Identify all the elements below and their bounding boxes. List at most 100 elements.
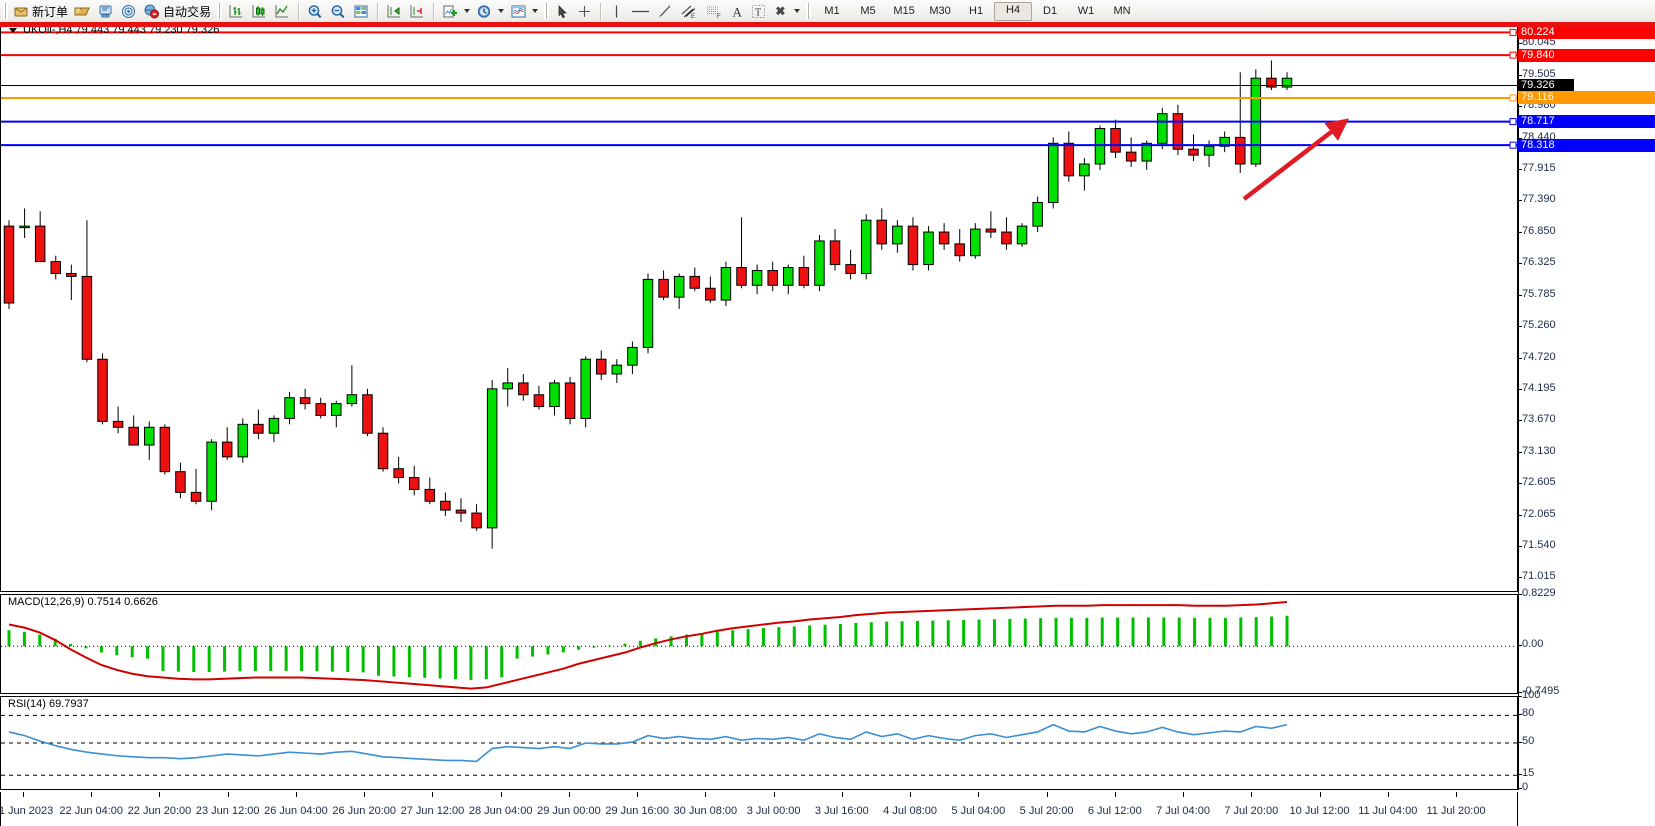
time-tick-label: 29 Jun 00:00	[537, 805, 601, 817]
price-tick-label: 72.065	[1522, 508, 1556, 521]
toolbar-grip-3[interactable]	[544, 3, 550, 19]
chart-shift-button[interactable]	[383, 1, 406, 21]
line-chart-icon	[275, 4, 289, 17]
signals-icon	[122, 4, 136, 18]
chevron-down-icon[interactable]	[464, 9, 471, 13]
time-tick-label: 23 Jun 12:00	[195, 805, 260, 817]
horizontal-line-button[interactable]	[627, 1, 654, 21]
price-label-support-lower[interactable]: 78.318	[1518, 138, 1655, 152]
time-tick-mark	[637, 792, 639, 797]
svg-text:T: T	[755, 7, 761, 18]
time-tick-label: 6 Jul 12:00	[1087, 805, 1142, 817]
time-tick-mark	[1387, 792, 1389, 797]
folder-icon	[74, 7, 90, 15]
timeframe-w1[interactable]: W1	[1077, 4, 1095, 17]
price-tick-mark	[1518, 43, 1522, 44]
time-tick-mark	[1251, 792, 1253, 797]
chart-menu-arrow-icon[interactable]	[9, 28, 17, 33]
toolbar-separator-3	[433, 2, 436, 20]
time-tick-mark	[568, 792, 570, 797]
periods-button[interactable]	[473, 1, 507, 21]
chevron-down-icon-2[interactable]	[498, 9, 505, 13]
bar-chart-icon	[229, 4, 243, 17]
timeframe-h1[interactable]: H1	[969, 4, 984, 17]
templates-button[interactable]	[507, 1, 541, 21]
svg-text:E: E	[691, 14, 695, 19]
fibonacci-button[interactable]: F	[702, 1, 727, 21]
rsi-tick-label: 50	[1522, 735, 1535, 747]
periods-clock-icon	[477, 4, 491, 18]
templates-icon	[511, 5, 526, 17]
price-label-resistance-upper[interactable]: 80.224	[1518, 25, 1655, 39]
time-tick-mark	[1114, 792, 1116, 797]
time-tick-label: 29 Jun 16:00	[605, 805, 669, 817]
rsi-pane[interactable]: RSI(14) 69.7937	[0, 696, 1518, 790]
timeframe-mn[interactable]: MN	[1113, 4, 1131, 17]
fibonacci-icon: F	[707, 6, 721, 19]
new-order-button[interactable]: 新订单	[11, 1, 71, 21]
candlestick-chart-button[interactable]	[248, 1, 271, 21]
text-button[interactable]: A	[727, 1, 748, 21]
text-icon: A	[733, 4, 743, 19]
line-chart-button[interactable]	[271, 1, 294, 21]
price-pane[interactable]: UKOil-,H4 79.443 79.443 79.230 79.326	[0, 22, 1518, 592]
signals-button[interactable]	[117, 1, 140, 21]
price-tick-mark	[1518, 546, 1522, 548]
trendline-button[interactable]	[654, 1, 677, 21]
text-label-button[interactable]: T	[748, 1, 769, 21]
timeframe-m30[interactable]: M30	[929, 4, 951, 17]
equidistant-channel-button[interactable]: E	[677, 1, 702, 21]
terminal-icon	[99, 5, 112, 17]
rsi-tick-label: 100	[1522, 689, 1541, 701]
price-tick-mark	[1518, 263, 1522, 265]
zoom-in-button[interactable]	[304, 1, 327, 21]
zoom-out-button[interactable]	[327, 1, 350, 21]
price-axis[interactable]: 80.045 79.505 78.980 78.440 77.915 77.390 76.8…	[1518, 22, 1655, 793]
timeframe-m15[interactable]: M15	[893, 4, 915, 17]
macd-pane[interactable]: MACD(12,26,9) 0.7514 0.6626	[0, 594, 1518, 694]
rsi-tick-mark	[1518, 696, 1522, 697]
toolbar-grip[interactable]	[3, 3, 8, 19]
bar-chart-button[interactable]	[225, 1, 248, 21]
auto-scroll-button[interactable]	[406, 1, 429, 21]
price-tick-label: 71.540	[1522, 539, 1556, 552]
time-tick-mark	[23, 792, 24, 797]
price-tick-label: 73.130	[1522, 445, 1556, 458]
price-tick-label: 71.015	[1522, 570, 1556, 583]
toolbar-grip-4[interactable]	[806, 3, 812, 19]
folder-button[interactable]	[71, 1, 94, 21]
vertical-line-button[interactable]	[606, 1, 627, 21]
price-tick-mark	[1518, 169, 1522, 171]
chevron-down-icon-3[interactable]	[532, 9, 539, 13]
price-tick-mark	[1518, 577, 1522, 579]
toolbar-grip-2[interactable]	[217, 3, 223, 19]
rsi-tick-mark	[1518, 714, 1522, 716]
price-tick-mark	[1518, 74, 1522, 76]
price-label-last-price[interactable]: 79.326	[1518, 79, 1574, 93]
timeframe-d1[interactable]: D1	[1043, 4, 1058, 17]
objects-button[interactable]	[769, 1, 803, 21]
indicators-button[interactable]	[439, 1, 473, 21]
top-red-band	[0, 22, 1655, 27]
chart-area[interactable]: UKOil-,H4 79.443 79.443 79.230 79.326 MA…	[0, 22, 1655, 826]
time-tick-label: 11 Jul 04:00	[1358, 805, 1418, 817]
time-tick-mark	[978, 792, 980, 797]
cursor-button[interactable]	[552, 1, 573, 21]
price-label-resistance-lower[interactable]: 79.840	[1518, 48, 1655, 62]
price-label-pivot-line[interactable]: 79.116	[1518, 91, 1655, 105]
timeframe-m1[interactable]: M1	[824, 4, 840, 17]
price-label-support-upper[interactable]: 78.717	[1518, 115, 1655, 129]
price-tick-label: 76.850	[1522, 225, 1556, 238]
crosshair-button[interactable]	[573, 1, 596, 21]
macd-plot	[1, 601, 1517, 690]
terminal-button[interactable]	[94, 1, 117, 21]
timeframe-m5[interactable]: M5	[860, 4, 876, 17]
time-tick-mark	[773, 792, 775, 797]
tile-windows-button[interactable]	[350, 1, 373, 21]
chevron-down-icon-4[interactable]	[794, 9, 801, 13]
time-tick-label: 7 Jul 04:00	[1156, 805, 1210, 817]
autotrading-button[interactable]: 自动交易	[140, 1, 214, 21]
zoom-in-icon	[308, 4, 322, 18]
timeframe-h4[interactable]: H4	[994, 1, 1033, 21]
